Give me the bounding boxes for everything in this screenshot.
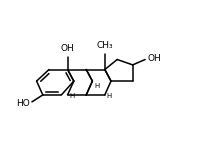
Text: H: H [94,84,99,90]
Text: OH: OH [147,54,161,63]
Text: HO: HO [16,99,30,108]
Text: OH: OH [61,44,75,53]
Text: CH₃: CH₃ [96,40,113,49]
Text: H: H [106,93,112,99]
Text: H: H [69,93,74,99]
